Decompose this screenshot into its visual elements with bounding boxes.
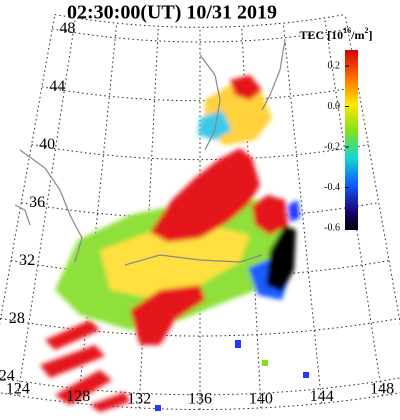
lon-label: 140 — [249, 391, 273, 408]
tec-area — [40, 345, 105, 378]
lon-label: 132 — [127, 391, 151, 408]
colorbar-ticks: 0.2 0.0 -0.2 -0.4 -0.6 — [324, 60, 349, 233]
colorbar-tick-label: -0.2 — [324, 141, 340, 152]
parallel — [21, 202, 379, 219]
tec-area — [288, 200, 300, 222]
tec-area — [266, 225, 296, 292]
meridian — [0, 14, 56, 326]
meridian — [241, 26, 262, 409]
lat-label: 24 — [0, 368, 15, 385]
lat-label: 28 — [9, 310, 25, 327]
coastline — [14, 204, 31, 226]
tec-area — [252, 195, 288, 235]
parallel — [0, 317, 400, 337]
tec-area — [150, 148, 260, 242]
tec-field — [40, 75, 300, 412]
parallel — [54, 14, 346, 28]
colorbar-tick-label: -0.4 — [324, 182, 340, 193]
parallel — [52, 28, 348, 43]
tec-pixel — [303, 372, 309, 378]
lat-label: 36 — [29, 194, 45, 211]
colorbar-tick-label: 0.0 — [328, 101, 341, 112]
coastline — [261, 39, 286, 111]
meridian — [324, 17, 383, 396]
parallel — [41, 86, 359, 102]
lat-label: 32 — [19, 252, 35, 269]
tec-pixel — [262, 360, 268, 366]
map-title: 02:30:00(UT) 10/31 2019 — [67, 2, 277, 24]
tec-area — [130, 285, 205, 345]
parallel — [0, 377, 400, 396]
colorbar-tick-label: 0.2 — [328, 60, 341, 71]
colorbar-tick-label: -0.6 — [324, 222, 340, 233]
tec-pixel — [235, 340, 241, 348]
lat-label: 44 — [49, 78, 65, 95]
lon-label: 144 — [310, 388, 334, 405]
meridian — [282, 23, 323, 404]
coastline — [19, 149, 83, 263]
lon-label: 136 — [188, 391, 212, 408]
lon-label: 148 — [370, 380, 394, 397]
colorbar — [345, 50, 358, 230]
coastline — [199, 54, 221, 151]
tec-area — [55, 370, 112, 405]
parallel — [0, 392, 400, 410]
tec-area — [90, 392, 130, 412]
meridian — [77, 23, 118, 404]
tec-area — [100, 225, 250, 298]
tec-area — [45, 320, 100, 350]
tec-pixel — [155, 405, 161, 411]
lat-label: 40 — [39, 136, 55, 153]
tec-area — [198, 110, 232, 140]
lon-label: 128 — [66, 388, 90, 405]
coastline — [124, 254, 263, 266]
colorbar-label: TEC [1016/m2] — [299, 26, 372, 42]
tec-area — [230, 75, 262, 100]
coastlines — [14, 39, 286, 266]
meridian — [17, 17, 76, 396]
lat-label: 48 — [59, 20, 75, 37]
lon-label: 124 — [6, 380, 30, 397]
